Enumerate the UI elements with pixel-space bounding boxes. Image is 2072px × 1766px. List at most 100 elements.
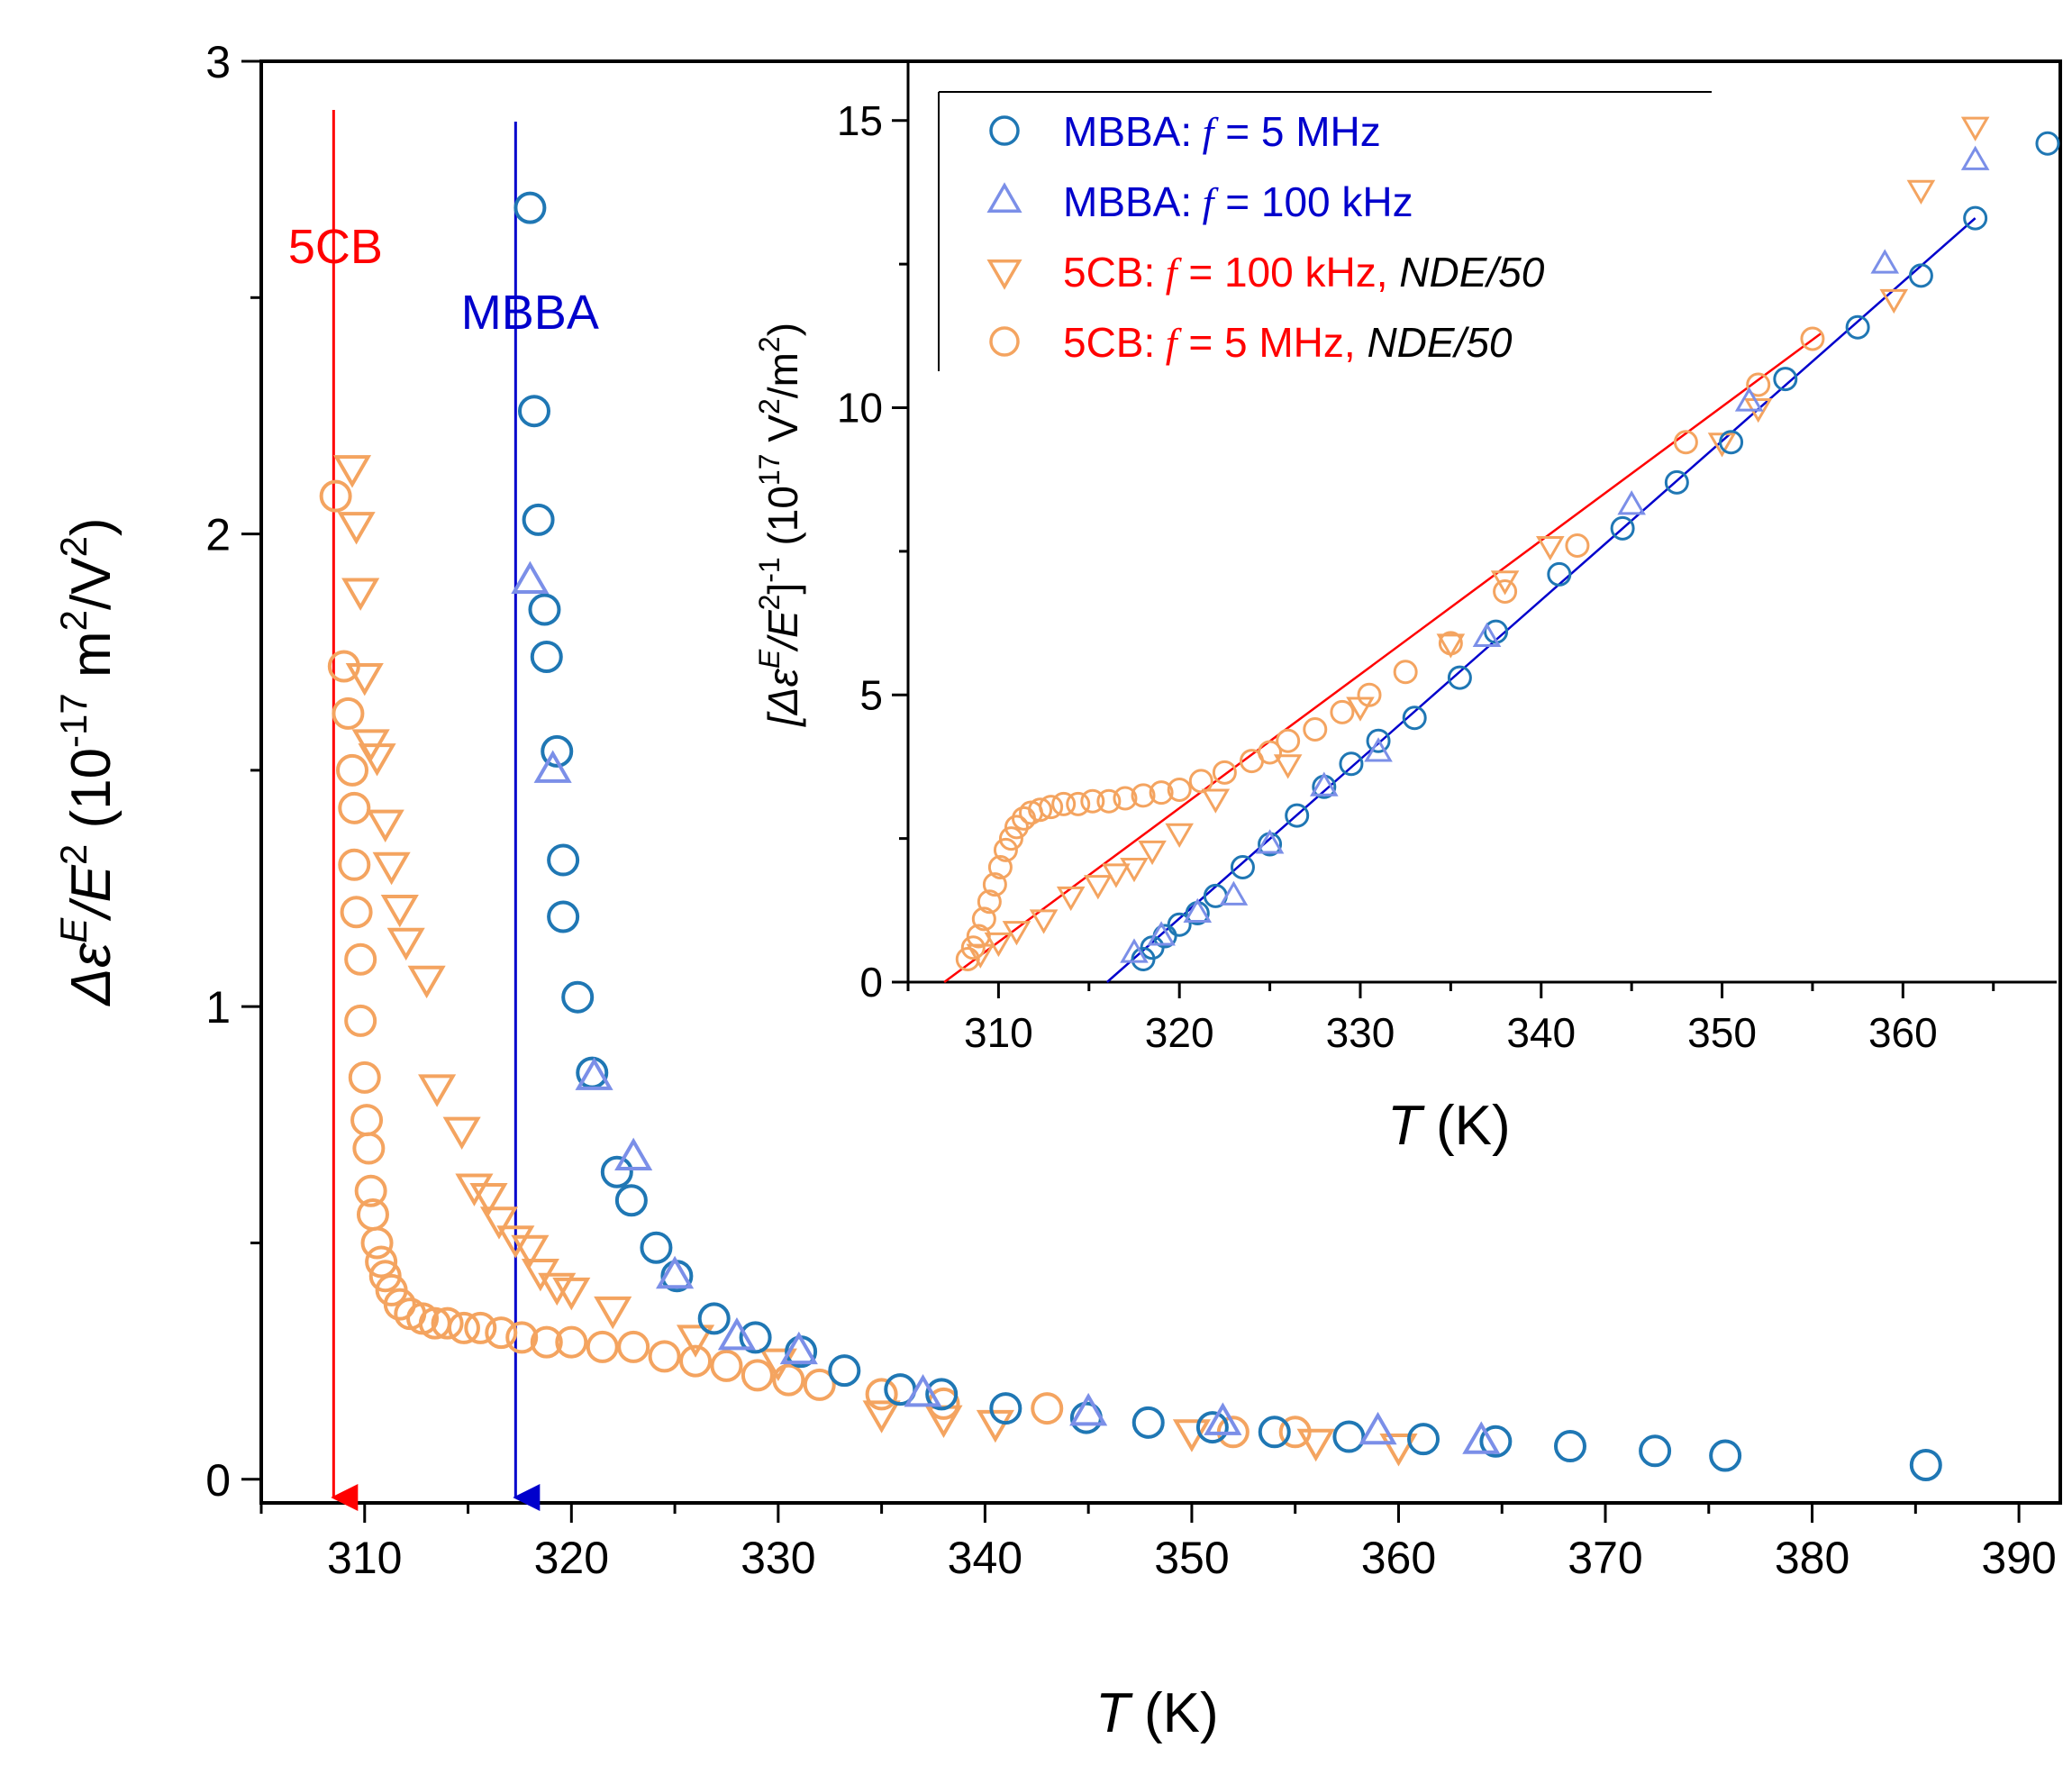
inset-data-point [1096,788,1122,814]
main-annotations: 5CB MBBA [288,110,599,1511]
main-x-axis-label-var: T [1095,1682,1133,1744]
main-data-point [319,479,352,513]
main-axis-labels: T (K) ΔεE/E2 (10-17 m2/V2) [52,517,1219,1744]
main-data-point [617,1330,650,1363]
inset-data-point [1565,533,1590,558]
main-data-point [431,1306,464,1340]
main-data-point [469,1183,508,1216]
inset-y-tick-label: 15 [837,97,883,144]
main-data-point [1553,1430,1586,1463]
main-data-point [1195,1411,1229,1444]
main-data-point [345,662,384,696]
main-data-point [547,900,580,933]
main-data-point [372,851,411,886]
legend-marker [989,115,1020,146]
main-data-point [533,750,572,783]
inset-data-point [1908,263,1933,288]
main-data-point [862,1400,901,1434]
inset-data-point [1002,921,1031,946]
inset-data-point [1746,372,1771,397]
main-x-tick-label: 360 [1361,1533,1436,1583]
main-data-point [586,1330,619,1363]
inset-y-tick-label: 10 [837,385,883,432]
inset-axis-ticks: 310 320 330 340 350 360 0 5 10 15 [837,97,1995,1056]
inset-data-point [1138,840,1167,866]
main-data-point [1479,1425,1513,1458]
inset-data-point [1120,938,1149,963]
main-data-point [1639,1434,1672,1468]
inset-data-point [982,872,1007,897]
inset-data-point [1028,797,1053,823]
main-y-tick-label: 0 [205,1455,231,1506]
main-data-point [1069,1392,1108,1426]
inset-series-2 [966,116,1990,969]
inset-data-point [1339,751,1364,777]
main-data-point [648,1340,681,1373]
inset-data-point [955,947,980,971]
legend-entry-label: 5CB: f = 5 MHz, NDE/50 [1063,319,1513,366]
main-data-point [332,696,365,730]
inset-data-point [1120,858,1149,883]
main-data-point [989,1392,1022,1425]
fit-line-blue [1106,217,1977,983]
main-data-point [386,927,425,961]
inset-data-point [1004,815,1029,840]
inset-series-1 [1120,145,1990,963]
inset-data-point [1535,536,1565,561]
main-data-point [803,1368,836,1401]
inset-x-tick-label: 350 [1687,1009,1757,1056]
main-data-point [338,791,371,824]
main-data-point [496,1225,535,1259]
main-data-point [614,1137,653,1171]
inset-data-point [1102,863,1131,888]
main-data-point [511,1234,550,1269]
inset-data-point [1056,886,1086,912]
main-data-point [600,1155,633,1188]
main-data-point [1332,1420,1366,1453]
inset-data-point [977,889,1002,915]
inset-data-point [1029,909,1059,934]
main-data-point [1909,1449,1942,1482]
inset-data-point [1273,754,1303,779]
main-data-point [1359,1411,1397,1445]
inset-data-point [1183,897,1213,923]
main-data-point [340,896,373,929]
inset-data-point [1084,875,1113,900]
main-data-point [561,980,595,1014]
inset-data-point [1346,696,1375,722]
main-plot-frame [259,59,2062,1505]
main-data-point [1204,1402,1242,1435]
main-y-tick-label: 3 [205,37,231,87]
main-data-point [335,753,368,787]
inset-data-point [1230,855,1255,879]
main-data-point [366,809,404,842]
main-data-point [679,1344,713,1378]
main-data-point [380,895,419,928]
main-data-point [1462,1421,1501,1454]
main-data-point [455,1173,494,1206]
main-x-tick-label: 310 [327,1533,402,1583]
inset-data-point [1436,633,1466,659]
main-data-point [656,1255,695,1289]
main-data-point [350,1104,384,1137]
main-data-point [332,455,372,488]
inset-data-point [1255,829,1285,854]
main-data-point [354,1174,387,1207]
inset-data-point [1364,737,1393,762]
main-data-point [365,1245,398,1279]
main-x-tick-label: 390 [1981,1533,2056,1583]
main-data-point [538,1272,577,1306]
inset-data-point [1800,326,1825,351]
main-y-axis-label-text: ΔεE/E2 (10-17 m2/V2) [52,517,123,1006]
main-data-point [1131,1406,1165,1439]
main-data-point [368,1260,402,1293]
main-data-point [976,1409,1014,1443]
main-data-point [341,578,380,611]
inset-data-point [993,837,1018,862]
inset-data-point [1113,786,1138,811]
inset-data-point [1490,570,1520,596]
inset-data-point [1845,314,1870,340]
inset-data-point [1285,803,1310,828]
